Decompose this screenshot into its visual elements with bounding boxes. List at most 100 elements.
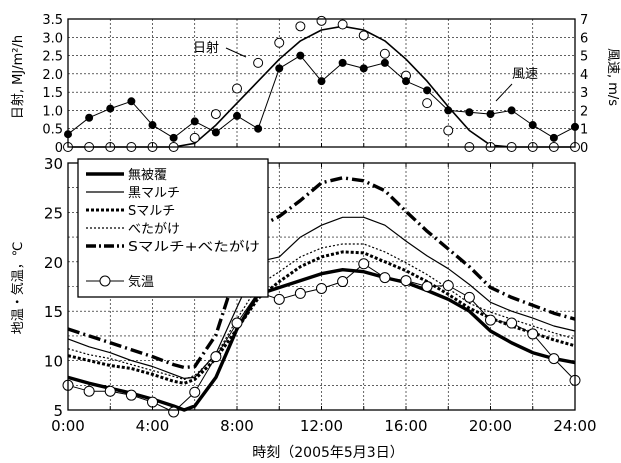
- solar-point: [358, 30, 369, 41]
- y-tick-label: 10: [44, 353, 63, 371]
- solar-point: [379, 48, 390, 59]
- y2-tick-label: 5: [580, 50, 588, 65]
- wind-point: [106, 104, 115, 113]
- air-temp-point: [337, 276, 349, 288]
- legend-item-s-mulch: Sマルチ: [86, 204, 175, 219]
- solar-point: [274, 37, 285, 48]
- wind-point: [549, 133, 558, 142]
- solar-point: [295, 21, 306, 32]
- solar-point: [189, 132, 200, 143]
- legend-item-floating-cover: べたがけ: [86, 222, 180, 237]
- legend-item-air-temp: 気温: [86, 274, 154, 290]
- series-black-mulch: [67, 216, 576, 379]
- solar-point: [210, 109, 221, 120]
- air-temp-point: [442, 280, 454, 292]
- bottom-y-axis-label: 地温・気温，℃: [10, 242, 26, 335]
- wind-point: [275, 64, 284, 73]
- air-temp-point: [231, 317, 243, 329]
- wind-point: [148, 121, 157, 130]
- svg-text:べたがけ: べたがけ: [128, 222, 180, 237]
- wind-point: [465, 108, 474, 117]
- solar-point: [316, 15, 327, 26]
- y-tick-label: 25: [44, 204, 63, 222]
- x-tick-label: 12:00: [300, 417, 343, 435]
- wind-point: [423, 86, 432, 95]
- solar-point: [253, 57, 264, 68]
- wind-point: [528, 121, 537, 130]
- solar-point: [232, 83, 242, 94]
- air-temp-point: [210, 351, 222, 363]
- wind-point: [254, 124, 263, 133]
- air-temp-point: [506, 317, 518, 329]
- y-tick-label: 20: [44, 254, 63, 272]
- solar-point: [443, 125, 454, 136]
- legend-item-black-mulch: 黒マルチ: [86, 186, 180, 201]
- wind-point: [338, 58, 347, 67]
- solar-point: [337, 19, 348, 30]
- svg-text:無被覆: 無被覆: [128, 168, 167, 183]
- wind-point: [190, 117, 199, 126]
- annotation-solar-arrow: [225, 47, 247, 58]
- y-tick-label: 5: [53, 402, 63, 420]
- series-floating-cover: [67, 243, 576, 380]
- y-tick-label: 0.5: [42, 123, 63, 138]
- x-tick-label: 16:00: [384, 417, 427, 435]
- air-temp-point: [125, 389, 137, 401]
- wind-point: [402, 77, 410, 86]
- air-temp-point: [83, 385, 95, 397]
- wind-point: [233, 111, 241, 120]
- y2-tick-label: 1: [580, 123, 588, 138]
- air-temp-point: [527, 328, 539, 340]
- y2-tick-label: 7: [580, 13, 588, 28]
- y-tick-label: 2.0: [42, 68, 63, 83]
- solar-point: [422, 98, 433, 109]
- wind-point: [211, 128, 220, 137]
- air-temp-point: [358, 258, 370, 270]
- x-tick-label: 20:00: [469, 417, 512, 435]
- air-temp-point: [147, 396, 158, 408]
- y-tick-label: 30: [44, 155, 63, 173]
- x-tick-label: 24:00: [553, 417, 596, 435]
- air-temp-point: [104, 385, 116, 397]
- y2-tick-label: 2: [580, 104, 588, 119]
- y-tick-label: 1.5: [42, 86, 63, 101]
- air-temp-point: [273, 293, 285, 305]
- y2-tick-label: 0: [580, 141, 588, 156]
- wind-point: [169, 133, 178, 142]
- air-temp-point: [463, 291, 475, 303]
- x-tick-label: 4:00: [136, 417, 170, 435]
- wind-point: [296, 51, 305, 60]
- wind-point: [359, 64, 368, 73]
- y-tick-label: 1.0: [42, 104, 63, 119]
- wind-point: [380, 58, 389, 67]
- legend: 無被覆 黒マルチ Sマルチ べたがけ Sマルチ+べたがけ 気温: [77, 158, 269, 298]
- air-temp-point: [548, 353, 560, 365]
- air-temp-point: [485, 314, 496, 326]
- air-temp-point: [316, 282, 327, 294]
- svg-text:Sマルチ: Sマルチ: [128, 204, 175, 219]
- top-y2-axis-label: 風速, m/s: [605, 48, 620, 106]
- svg-text:気温: 気温: [128, 274, 154, 290]
- legend-item-s-mulch-floating: Sマルチ+べたがけ: [86, 240, 260, 255]
- plot-frames: [67, 18, 576, 411]
- air-temp-point: [294, 287, 306, 299]
- x-tick-label: 8:00: [220, 417, 254, 435]
- top-y-axis-label: 日射, MJ/m²/h: [10, 35, 26, 119]
- wind-point: [85, 113, 94, 122]
- wind-point: [317, 77, 326, 86]
- y-tick-label: 15: [44, 303, 63, 321]
- wind-point: [486, 110, 495, 119]
- tick-labels: 0 0.5 1.0 1.5 2.0 2.5 3.0 3.5 0 1 2 3 4 5 6 7 5 10 15 20 25 3…: [42, 13, 596, 435]
- svg-text:Sマルチ+べたがけ: Sマルチ+べたがけ: [128, 240, 260, 255]
- air-temp-point: [189, 386, 201, 398]
- y2-tick-label: 6: [580, 31, 588, 46]
- air-temp-point: [421, 281, 433, 292]
- y2-tick-label: 3: [580, 86, 588, 101]
- annotation-solar: 日射: [193, 40, 219, 56]
- wind-point: [444, 106, 453, 115]
- x-tick-label: 0:00: [51, 417, 85, 435]
- legend-item-no-cover: 無被覆: [86, 168, 167, 183]
- y2-tick-label: 4: [580, 68, 588, 83]
- y-tick-label: 3.5: [42, 13, 63, 28]
